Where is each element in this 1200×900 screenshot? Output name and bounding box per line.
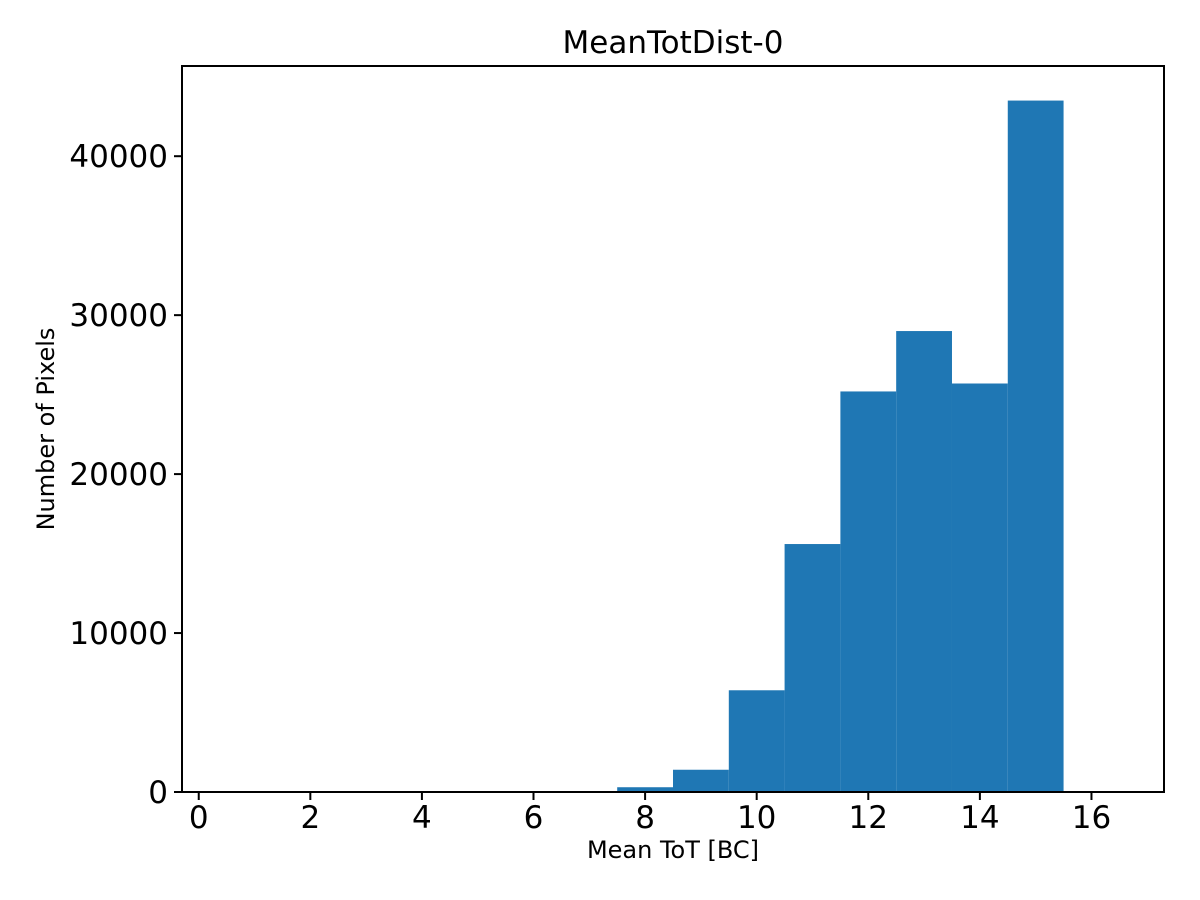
x-tick-label: 16	[1072, 800, 1111, 836]
chart-title: MeanTotDist-0	[562, 25, 784, 61]
histogram-bar	[673, 769, 729, 792]
y-axis-label: Number of Pixels	[32, 327, 60, 531]
x-tick-label: 12	[849, 800, 888, 836]
x-tick-label: 10	[737, 800, 776, 836]
x-tick-label: 6	[524, 800, 544, 836]
y-tick-label: 30000	[69, 298, 168, 334]
y-tick-label: 0	[148, 775, 168, 811]
x-axis-label: Mean ToT [BC]	[586, 836, 760, 864]
histogram-bar	[1007, 100, 1064, 792]
y-tick-label: 20000	[69, 457, 168, 493]
histogram-bar	[617, 787, 673, 792]
histogram-bar	[784, 544, 841, 792]
histogram-bar	[951, 383, 1008, 792]
histogram-bar	[840, 391, 897, 792]
x-tick-label: 8	[635, 800, 655, 836]
x-tick-label: 4	[412, 800, 432, 836]
x-tick-label: 2	[300, 800, 320, 836]
y-tick-label: 10000	[69, 616, 168, 652]
x-tick-label: 14	[960, 800, 999, 836]
x-tick-label: 0	[189, 800, 209, 836]
histogram-bar	[896, 331, 952, 792]
histogram-bar	[728, 690, 785, 792]
plot-border	[181, 65, 1165, 793]
y-tick-label: 40000	[69, 139, 168, 175]
